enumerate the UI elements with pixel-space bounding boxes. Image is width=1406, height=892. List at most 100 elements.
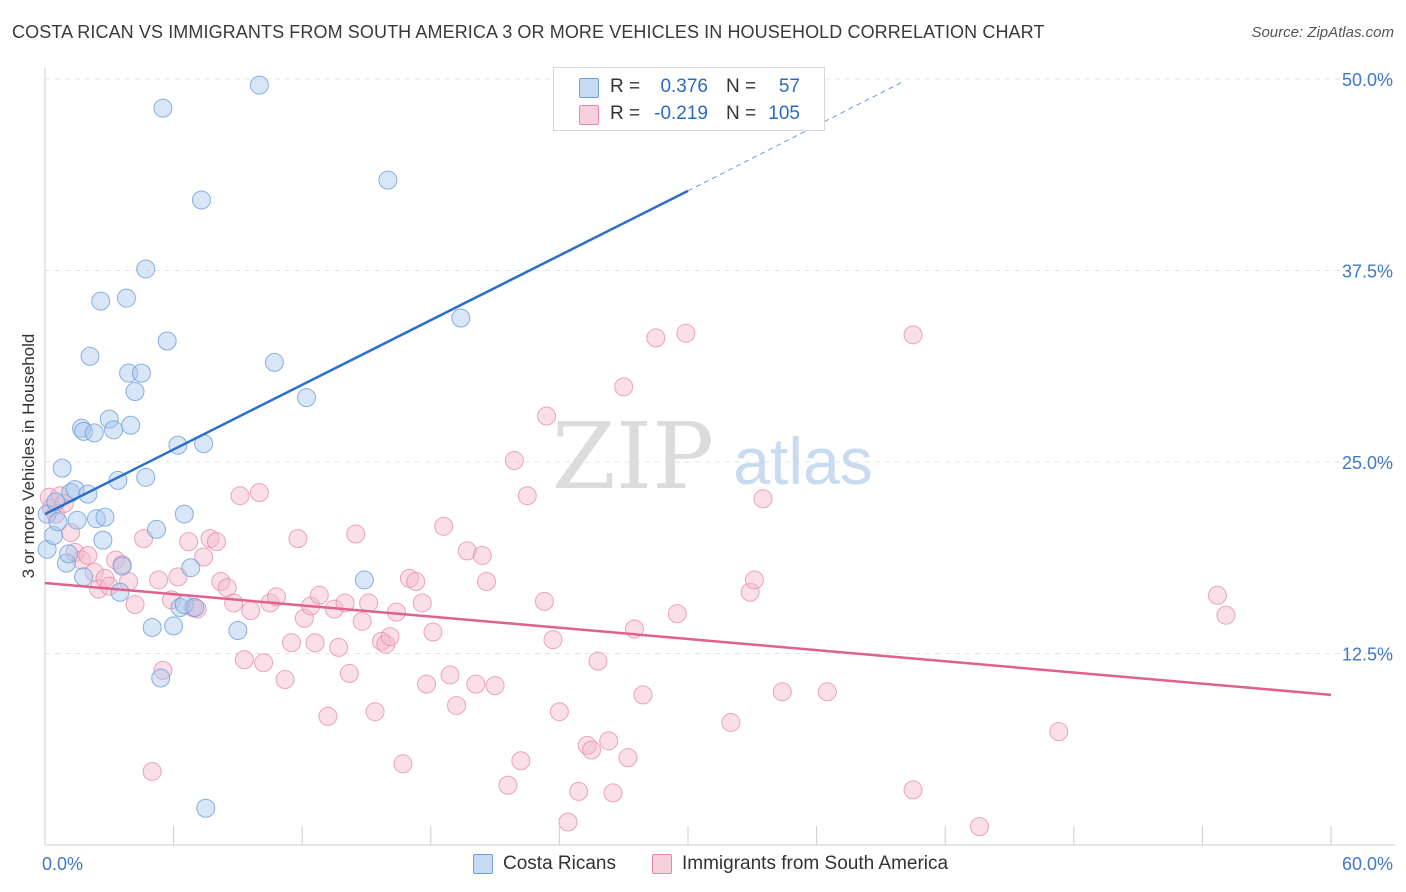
x-tick-label: 0.0% <box>42 854 83 874</box>
immigrants-point <box>1207 585 1227 605</box>
gridlines <box>45 78 1395 654</box>
legend-r-value: 0.376 <box>660 76 708 97</box>
immigrants-point <box>599 731 619 751</box>
immigrants-point <box>412 593 432 613</box>
costa-ricans-point <box>131 363 151 383</box>
immigrants-point <box>903 780 923 800</box>
immigrants-point <box>817 682 837 702</box>
costa-ricans-point <box>59 544 79 564</box>
bottom-legend-label: Costa Ricans <box>503 853 616 874</box>
costa-ricans-point <box>181 558 201 578</box>
y-tick-label: 50.0% <box>1342 70 1393 90</box>
bottom-legend-swatch-blue <box>473 854 493 874</box>
costa-ricans-point <box>264 352 284 372</box>
costa-ricans-point <box>74 567 94 587</box>
immigrants-point <box>440 665 460 685</box>
costa-ricans-points <box>37 75 471 818</box>
costa-ricans-point <box>110 582 130 602</box>
immigrants-point <box>740 582 760 602</box>
y-tick-label: 25.0% <box>1342 453 1393 473</box>
immigrants-point <box>549 702 569 722</box>
immigrants-point <box>477 571 497 591</box>
costa-ricans-point <box>104 420 124 440</box>
y-tick-label: 37.5% <box>1342 262 1393 282</box>
y-tick-label: 12.5% <box>1342 645 1393 665</box>
immigrants-point <box>633 685 653 705</box>
immigrants-point <box>352 611 372 631</box>
costa-ricans-point <box>80 346 100 366</box>
costa-ricans-point <box>146 519 166 539</box>
immigrants-point <box>393 754 413 774</box>
legend-swatch-pink <box>579 105 599 125</box>
immigrants-point <box>134 529 154 549</box>
costa-ricans-point <box>451 308 471 328</box>
immigrants-point <box>179 532 199 552</box>
immigrants-point <box>543 630 563 650</box>
immigrants-point <box>406 571 426 591</box>
immigrants-point <box>288 529 308 549</box>
immigrants-point <box>359 593 379 613</box>
immigrants-point <box>153 660 173 680</box>
immigrants-points <box>39 323 1236 837</box>
legend-row-immigrants: R = -0.219 N = 105 <box>554 101 824 127</box>
legend-n-label: N = <box>726 103 757 124</box>
costa-ricans-point <box>95 507 115 527</box>
immigrants-point <box>504 450 524 470</box>
costa-ricans-point <box>249 75 269 95</box>
immigrants-point <box>558 812 578 832</box>
immigrants-point <box>234 650 254 670</box>
immigrants-point <box>305 633 325 653</box>
costa-ricans-point <box>125 382 145 402</box>
immigrants-point <box>569 781 589 801</box>
immigrants-point <box>365 702 385 722</box>
immigrants-point <box>744 570 764 590</box>
immigrants-point <box>517 486 537 506</box>
costa-ricans-point <box>67 510 87 530</box>
immigrants-point <box>537 406 557 426</box>
immigrants-point <box>1216 605 1236 625</box>
immigrants-point <box>339 663 359 683</box>
costa-ricans-point <box>136 259 156 279</box>
costa-ricans-point <box>196 798 216 818</box>
immigrants-point <box>417 674 437 694</box>
source-label: Source: ZipAtlas.com <box>1251 24 1394 41</box>
immigrants-point <box>472 545 492 565</box>
immigrants-point <box>1049 722 1069 742</box>
immigrants-point <box>676 323 696 343</box>
costa-ricans-point <box>228 621 248 641</box>
legend-n-value: 105 <box>768 103 800 124</box>
costa-ricans-point <box>378 170 398 190</box>
immigrants-point <box>753 489 773 509</box>
immigrants-point <box>485 676 505 696</box>
immigrants-point <box>125 594 145 614</box>
costa-ricans-trend-extension <box>687 81 903 192</box>
costa-ricans-point <box>153 98 173 118</box>
tick-labels: 12.5% 25.0% 37.5% 50.0% 0.0% 60.0% <box>42 70 1393 874</box>
correlation-legend: R = 0.376 N = 57 R = -0.219 N = 105 <box>553 67 825 131</box>
immigrants-point <box>149 570 169 590</box>
immigrants-point <box>266 587 286 607</box>
immigrants-point <box>294 608 314 628</box>
immigrants-point <box>614 377 634 397</box>
axes <box>44 68 1395 846</box>
immigrants-point <box>646 328 666 348</box>
immigrants-point <box>603 783 623 803</box>
legend-r-value: -0.219 <box>654 103 708 124</box>
immigrants-point <box>329 637 349 657</box>
trend-lines <box>44 81 1332 697</box>
costa-ricans-point <box>84 423 104 443</box>
immigrants-point <box>318 706 338 726</box>
immigrants-point <box>423 622 443 642</box>
immigrants-point <box>275 670 295 690</box>
immigrants-point <box>511 751 531 771</box>
immigrants-point <box>588 651 608 671</box>
watermark: ZIP atlas <box>552 403 873 510</box>
immigrants-point <box>582 740 602 760</box>
bottom-legend-label: Immigrants from South America <box>682 853 949 874</box>
watermark-zip: ZIP <box>552 403 714 510</box>
immigrants-point <box>194 547 214 567</box>
costa-ricans-point <box>52 458 72 478</box>
costa-ricans-point <box>354 570 374 590</box>
costa-ricans-point <box>142 617 162 637</box>
immigrants-point <box>224 593 244 613</box>
